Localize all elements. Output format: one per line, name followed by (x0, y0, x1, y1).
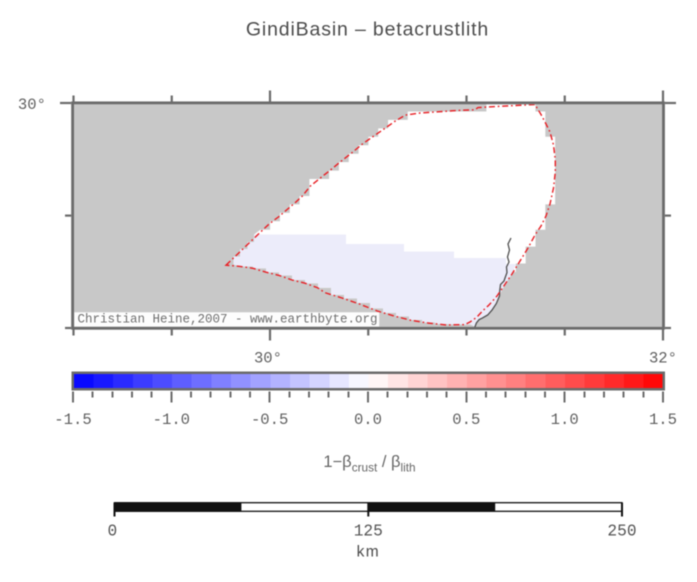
svg-text:30°: 30° (18, 96, 46, 114)
svg-text:Christian Heine,2007 - www.ear: Christian Heine,2007 - www.earthbyte.org (78, 313, 378, 327)
svg-text:30°: 30° (254, 350, 282, 368)
svg-text:-1.0: -1.0 (153, 411, 190, 429)
svg-text:32°: 32° (649, 350, 677, 368)
svg-text:-1.5: -1.5 (54, 411, 91, 429)
svg-text:0: 0 (107, 523, 117, 541)
svg-text:GindiBasin – betacrustlith: GindiBasin – betacrustlith (246, 19, 489, 41)
svg-text:1.0: 1.0 (551, 411, 579, 429)
svg-text:1−βcrust / βlith: 1−βcrust / βlith (323, 453, 415, 475)
svg-text:-0.5: -0.5 (251, 411, 288, 429)
svg-text:250: 250 (607, 523, 636, 541)
svg-text:km: km (357, 544, 380, 561)
svg-text:0.5: 0.5 (452, 411, 480, 429)
svg-text:1.5: 1.5 (649, 411, 677, 429)
svg-text:0.0: 0.0 (354, 411, 382, 429)
svg-text:125: 125 (354, 523, 383, 541)
